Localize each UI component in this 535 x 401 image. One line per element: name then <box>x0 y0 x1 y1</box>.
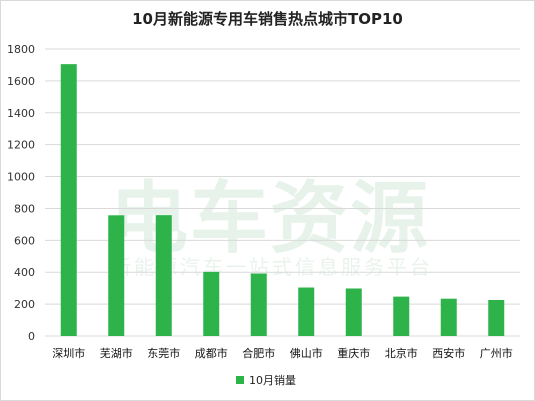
y-tick-label: 1000 <box>7 171 35 184</box>
chart-title: 10月新能源专用车销售热点城市TOP10 <box>132 10 403 28</box>
x-tick-label: 深圳市 <box>52 346 85 360</box>
y-tick-label: 200 <box>14 298 35 311</box>
x-tick-label: 北京市 <box>385 346 418 360</box>
bar <box>203 271 220 336</box>
x-tick-label: 西安市 <box>432 346 465 360</box>
x-tick-label: 芜湖市 <box>100 346 133 360</box>
y-tick-label: 1400 <box>7 107 35 120</box>
x-tick-label: 成都市 <box>195 346 228 360</box>
y-tick-label: 800 <box>14 202 35 215</box>
y-tick-label: 600 <box>14 234 35 247</box>
bar <box>488 299 505 336</box>
bar <box>345 288 362 336</box>
bar <box>393 296 410 336</box>
legend: 10月销量 <box>236 373 296 387</box>
y-tick-label: 1200 <box>7 139 35 152</box>
legend-label: 10月销量 <box>249 373 296 387</box>
x-tick-label: 合肥市 <box>242 346 275 360</box>
x-axis-ticks: 深圳市 芜湖市 东莞市 成都市 合肥市 佛山市 重庆市 北京市 西安市 广州市 <box>52 346 513 360</box>
bar <box>298 287 315 336</box>
x-tick-label: 重庆市 <box>337 346 370 360</box>
legend-swatch <box>236 376 244 384</box>
y-tick-label: 400 <box>14 266 35 279</box>
x-tick-label: 广州市 <box>480 346 513 360</box>
bar <box>108 215 125 336</box>
bar <box>155 215 172 336</box>
y-tick-label: 0 <box>28 330 35 343</box>
y-tick-label: 1800 <box>7 43 35 56</box>
y-axis-ticks: 0 200 400 600 800 1000 1200 1400 1600 1800 <box>7 43 35 343</box>
bar <box>440 298 457 336</box>
x-tick-label: 佛山市 <box>290 346 323 360</box>
bars <box>60 64 505 337</box>
y-tick-label: 1600 <box>7 75 35 88</box>
bar <box>60 64 77 337</box>
bar <box>250 273 267 336</box>
x-tick-label: 东莞市 <box>147 346 180 360</box>
